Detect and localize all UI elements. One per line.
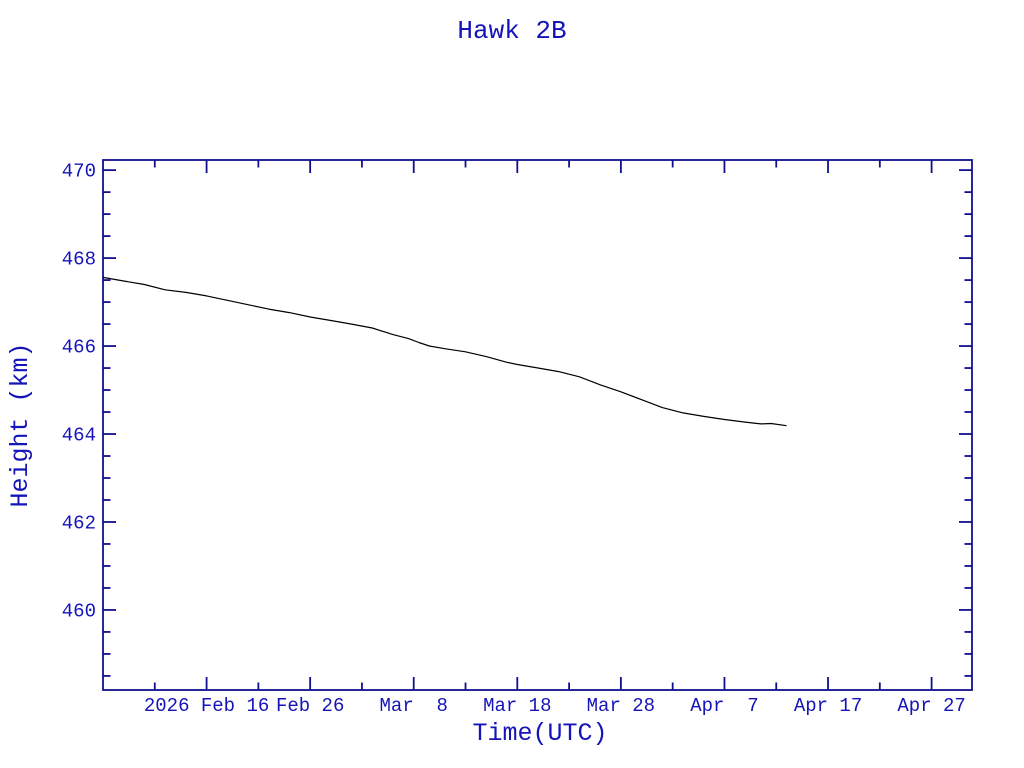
y-tick-label: 460 xyxy=(62,600,96,622)
x-tick-label: Apr 7 xyxy=(690,695,758,717)
x-tick-label: Apr 27 xyxy=(897,695,965,717)
x-tick-label: Mar 18 xyxy=(483,695,551,717)
chart-title: Hawk 2B xyxy=(457,16,566,46)
x-tick-label: Feb 26 xyxy=(276,695,344,717)
x-tick-label: Mar 28 xyxy=(587,695,655,717)
x-tick-label: 2026 Feb 16 xyxy=(144,695,269,717)
y-axis-title: Height (km) xyxy=(6,342,35,507)
height-data-line xyxy=(102,276,787,427)
y-tick-label: 466 xyxy=(62,337,96,359)
x-tick-label: Apr 17 xyxy=(794,695,862,717)
x-axis-title: Time(UTC) xyxy=(472,719,607,748)
y-tick-label: 468 xyxy=(62,249,96,271)
y-tick-label: 462 xyxy=(62,512,96,534)
x-tick-label: Mar 8 xyxy=(380,695,448,717)
y-tick-label: 464 xyxy=(62,425,96,447)
plot-border xyxy=(102,159,973,691)
plot-generated-layer: 2026 Feb 16 Feb 26 Mar 8 Mar 18 Mar 28 Apr 7 A… xyxy=(62,159,973,717)
y-tick-label: 470 xyxy=(62,161,96,183)
